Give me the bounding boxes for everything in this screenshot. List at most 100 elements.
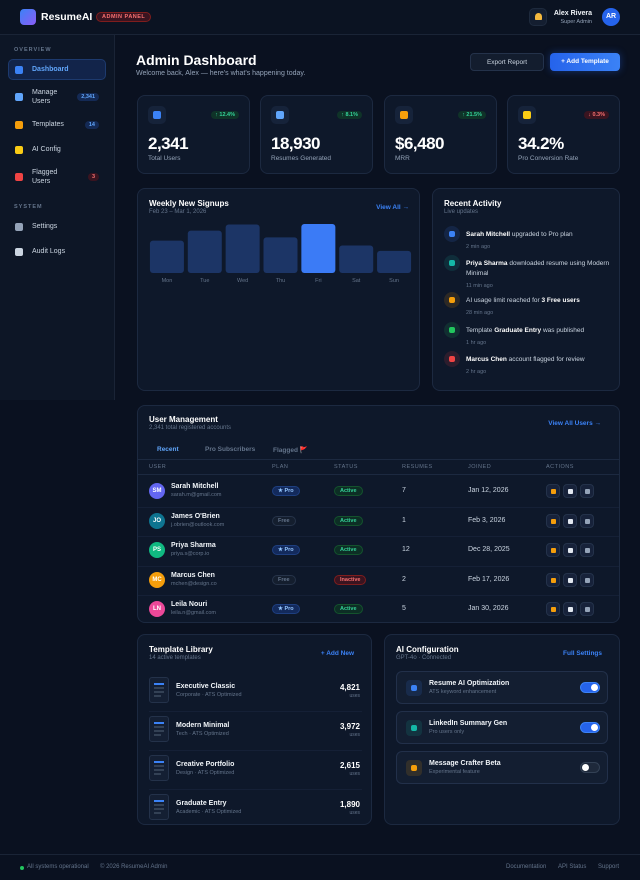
thumbnail-line [154,808,164,810]
toggle[interactable] [580,722,600,733]
resume-count: 7 [402,487,406,494]
edit-button[interactable] [546,602,560,617]
tab[interactable]: Recent [148,443,188,460]
toggle[interactable] [580,762,600,773]
user-name: Marcus Chen [171,571,215,579]
nav-icon [15,173,23,181]
column-header: PLAN [272,464,289,470]
activity-icon [444,351,460,367]
nav-label: Manage Users [32,89,58,105]
edit-button[interactable] [546,543,560,558]
activity-text: Marcus Chen account flagged for review 2 … [466,355,611,377]
users-card: User Management 2,341 total registered ac… [137,405,620,623]
status-badge: Active [334,545,363,556]
activity-icon [444,255,460,271]
nav-item[interactable]: Audit Logs [8,241,106,262]
plan-badge: Free [272,574,296,585]
stat-icon-glyph [400,111,408,119]
sidebar-section-title: SYSTEM [14,204,43,210]
row-divider [138,565,619,567]
chart-subtitle: Feb 23 – Mar 1, 2026 [149,209,207,215]
toggle-knob [582,764,589,771]
ai-link[interactable]: Full Settings [563,650,602,657]
users-link[interactable]: View All Users → [548,420,601,427]
user-avatar: JO [149,512,165,529]
plan-badge: Free [272,515,296,526]
ai-feature-name: Resume AI Optimization [429,680,510,687]
action-glyph [585,518,590,524]
logo-icon [20,9,36,25]
edit-button[interactable] [546,513,560,528]
user-email: priya.s@corp.io [171,551,210,558]
thumbnail-line [154,800,164,802]
user-avatar: SM [149,483,165,499]
action-glyph [568,548,573,554]
activity-icon [444,292,460,308]
user-avatar: LN [149,601,165,618]
delete-button[interactable] [580,484,594,498]
edit-button[interactable] [546,484,560,498]
row-divider [149,711,362,712]
footer-link[interactable]: Support [598,864,620,870]
bar [149,240,184,273]
chart-card: Weekly New Signups Feb 23 – Mar 1, 2026 Vi… [137,188,420,391]
templates-link[interactable]: + Add New [320,650,354,657]
user-email: mchen@design.co [171,580,217,587]
delete-button[interactable] [580,572,594,587]
thumbnail-line [154,773,161,775]
view-button[interactable] [563,602,577,617]
notification-button[interactable] [529,8,547,26]
status-badge: Inactive [334,574,367,585]
status-badge: Active [334,604,363,615]
delete-button[interactable] [580,513,594,528]
nav-item[interactable]: Templates 14 [8,114,106,135]
export-button[interactable]: Export Report [470,53,544,71]
add-template-button[interactable]: + Add Template [550,53,620,71]
templates-card: Template Library 14 active templates + Add… [137,634,372,825]
template-uses-unit: uses [349,693,360,699]
x-tick-label: Sat [352,278,361,284]
delete-button[interactable] [580,543,594,558]
footer-link[interactable]: API Status [558,864,587,870]
user-avatar[interactable]: AR [602,8,620,26]
stat-change: ↓ 0.3% [584,111,609,119]
chart-link[interactable]: View All → [376,204,409,211]
nav-item[interactable]: Flagged Users 3 [8,164,106,190]
chart-title: Weekly New Signups [149,199,229,208]
view-button[interactable] [563,484,577,498]
stat-card: ↑ 21.5% $6,480 MRR [384,95,497,174]
template-uses: 4,821 [339,683,360,692]
toggle[interactable] [580,682,600,693]
ai-subtitle: GPT-4o · Connected [396,655,452,661]
nav-item[interactable]: Dashboard [8,59,106,80]
nav-item[interactable]: Manage Users 2,341 [8,84,106,110]
stat-card: ↑ 8.1% 18,930 Resumes Generated [260,95,373,174]
user-name: Leila Nouri [171,601,208,609]
template-uses: 3,972 [339,722,360,731]
page-subtitle: Welcome back, Alex — here's what's happe… [136,70,306,77]
tab[interactable]: Pro Subscribers [205,446,256,453]
nav-item[interactable]: Settings [8,216,106,237]
thumbnail-line [154,804,164,806]
divider [138,474,619,475]
ai-feature: Message Crafter Beta Experimental feature [396,751,608,784]
delete-button[interactable] [580,602,594,617]
status-badge: Active [334,515,363,526]
activity-highlight: Graduate Entry [494,327,542,334]
toggle-knob [591,684,598,691]
edit-button[interactable] [546,572,560,587]
activity-segment: Template [466,327,495,334]
nav-item[interactable]: AI Config [8,139,106,160]
view-button[interactable] [563,572,577,587]
joined-date: Dec 28, 2025 [468,546,510,554]
view-button[interactable] [563,513,577,528]
tab[interactable]: Flagged 🚩 [273,447,308,454]
joined-date: Jan 30, 2026 [468,605,509,613]
bar [187,230,222,273]
stat-card: ↓ 0.3% 34.2% Pro Conversion Rate [507,95,620,174]
footer-link[interactable]: Documentation [506,864,547,870]
view-button[interactable] [563,543,577,558]
joined-date: Feb 3, 2026 [468,516,506,524]
ai-feature-desc: Pro users only [429,729,465,735]
status-badge: Active [334,486,363,496]
